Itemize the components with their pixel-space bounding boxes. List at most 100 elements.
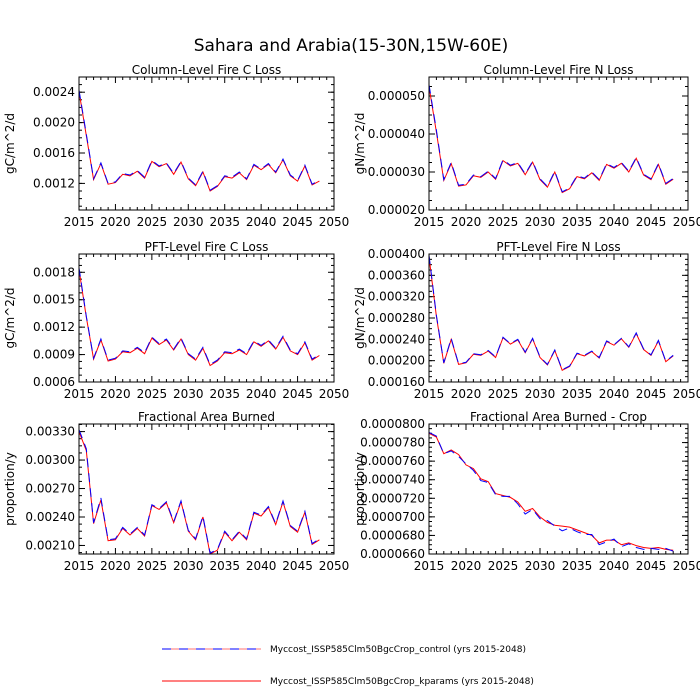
x-tick-label: 2050 [673,215,700,229]
chart-panel-3: PFT-Level Fire C Loss gC/m^2/d 2015 2020 202… [3,240,349,401]
x-tick-label: 2025 [488,387,519,401]
y-tick-label: 0.0009 [33,348,75,362]
chart-panel-1: Column-Level Fire C Loss gC/m^2/d 2015 2020… [3,63,349,229]
plot-frame [78,253,335,383]
y-tick-label: 0.0000760 [360,454,425,468]
chart-panel-4: PFT-Level Fire N Loss gN/m^2/d 2015 2020 202… [353,240,700,401]
panel-title: PFT-Level Fire C Loss [145,240,269,254]
y-tick-label: 0.0000740 [360,473,425,487]
panels: Column-Level Fire C Loss gC/m^2/d 2015 2020… [3,63,700,573]
x-tick-label: 2035 [209,387,240,401]
x-tick-label: 2035 [562,559,593,573]
x-tick-label: 2020 [100,559,131,573]
x-tick-label: 2040 [246,559,277,573]
x-tick-label: 2045 [282,215,313,229]
y-tick-label: 0.0018 [33,265,75,279]
x-tick-label: 2015 [414,215,445,229]
y-tick-label: 0.000240 [368,332,425,346]
y-axis-label: gC/m^2/d [3,113,17,174]
x-tick-label: 2045 [282,559,313,573]
x-tick-label: 2035 [209,215,240,229]
x-tick-label: 2020 [100,387,131,401]
y-axis-label: proportion/y [3,452,17,526]
series-line-control [78,267,320,366]
y-axis-label: gN/m^2/d [353,113,367,175]
x-tick-label: 2045 [636,215,667,229]
y-tick-label: 0.000040 [368,127,425,141]
x-tick-label: 2050 [673,387,700,401]
x-tick-label: 2045 [636,387,667,401]
figure-title: Sahara and Arabia(15-30N,15W-60E) [194,36,509,56]
y-tick-label: 0.0000800 [360,417,425,431]
y-tick-label: 0.0024 [33,85,75,99]
y-tick-label: 0.0000660 [360,547,425,561]
x-tick-label: 2045 [636,559,667,573]
y-tick-label: 0.00300 [25,453,75,467]
series-line-kparams [78,269,320,367]
plot-frame [428,253,689,383]
y-tick-label: 0.0000680 [360,528,425,542]
x-tick-label: 2025 [137,559,168,573]
series-line-kparams [428,86,674,194]
x-tick-label: 2015 [414,387,445,401]
panel-title: Fractional Area Burned - Crop [470,410,647,424]
x-tick-label: 2020 [451,215,482,229]
y-tick-label: 0.00210 [25,538,75,552]
y-tick-label: 0.0016 [33,146,75,160]
y-tick-label: 0.0000720 [360,491,425,505]
y-tick-label: 0.000360 [368,268,425,282]
plot-frame [428,423,689,555]
plot-frame [78,423,335,555]
x-tick-label: 2030 [525,559,556,573]
x-tick-label: 2040 [599,215,630,229]
plot-frame [78,76,335,211]
y-tick-label: 0.00330 [25,425,75,439]
chart-panel-2: Column-Level Fire N Loss gN/m^2/d 2015 2020… [353,63,700,229]
x-tick-label: 2030 [173,559,204,573]
x-tick-label: 2025 [488,559,519,573]
x-tick-label: 2015 [64,387,95,401]
x-tick-label: 2035 [562,387,593,401]
legend-label-control: Myccost_ISSP585Clm50BgcCrop_control (yrs… [270,645,526,655]
series-line-kparams [78,431,320,555]
y-tick-label: 0.000200 [368,354,425,368]
x-tick-label: 2015 [414,559,445,573]
x-tick-label: 2030 [525,215,556,229]
y-tick-label: 0.0012 [33,176,75,190]
x-tick-label: 2025 [137,215,168,229]
y-tick-label: 0.000050 [368,89,425,103]
y-tick-label: 0.000160 [368,375,425,389]
x-tick-label: 2020 [451,387,482,401]
y-tick-label: 0.00270 [25,482,75,496]
panel-title: Column-Level Fire N Loss [483,63,633,77]
x-tick-label: 2015 [64,559,95,573]
x-tick-label: 2050 [319,559,350,573]
y-tick-label: 0.000020 [368,203,425,217]
legend: Myccost_ISSP585Clm50BgcCrop_control (yrs… [162,645,534,687]
x-tick-label: 2045 [282,387,313,401]
y-tick-label: 0.000400 [368,247,425,261]
y-tick-label: 0.0020 [33,116,75,130]
y-tick-label: 0.0012 [33,320,75,334]
y-tick-label: 0.0000780 [360,436,425,450]
series-line-control [78,429,320,554]
x-tick-label: 2030 [173,387,204,401]
y-axis-label: gC/m^2/d [3,287,17,348]
y-tick-label: 0.000030 [368,165,425,179]
x-tick-label: 2035 [562,215,593,229]
y-tick-label: 0.0015 [33,293,75,307]
x-tick-label: 2040 [246,215,277,229]
legend-label-kparams: Myccost_ISSP585Clm50BgcCrop_kparams (yrs… [270,677,534,687]
x-tick-label: 2025 [137,387,168,401]
x-tick-label: 2015 [64,215,95,229]
series-line-kparams [78,91,320,192]
series-line-control [428,255,674,371]
y-tick-label: 0.000280 [368,311,425,325]
panel-title: Column-Level Fire C Loss [132,63,282,77]
series-line-control [428,431,674,552]
series-line-kparams [428,432,674,551]
panel-title: Fractional Area Burned [138,410,275,424]
series-line-control [428,84,674,193]
x-tick-label: 2030 [525,387,556,401]
